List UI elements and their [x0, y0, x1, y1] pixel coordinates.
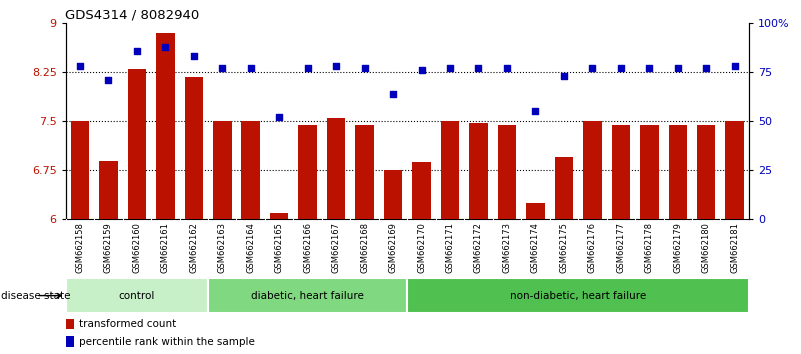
- Text: GSM662167: GSM662167: [332, 222, 340, 273]
- Text: GSM662177: GSM662177: [616, 222, 626, 273]
- Bar: [241, 121, 260, 219]
- Point: [387, 91, 400, 97]
- Bar: [66, 319, 74, 329]
- Point: [529, 109, 541, 114]
- Text: GSM662170: GSM662170: [417, 222, 426, 273]
- Text: non-diabetic, heart failure: non-diabetic, heart failure: [510, 291, 646, 301]
- Text: GSM662172: GSM662172: [474, 222, 483, 273]
- Point: [614, 65, 627, 71]
- Text: GSM662158: GSM662158: [75, 222, 84, 273]
- Point: [301, 65, 314, 71]
- Text: GSM662159: GSM662159: [104, 222, 113, 273]
- Point: [74, 63, 87, 69]
- Text: GSM662164: GSM662164: [246, 222, 256, 273]
- Text: control: control: [119, 291, 155, 301]
- Bar: [407, 278, 749, 313]
- Point: [187, 53, 200, 59]
- Bar: [583, 121, 602, 219]
- Text: GSM662163: GSM662163: [218, 222, 227, 273]
- Point: [586, 65, 599, 71]
- Bar: [726, 121, 744, 219]
- Text: GSM662176: GSM662176: [588, 222, 597, 273]
- Bar: [99, 161, 118, 219]
- Text: GSM662162: GSM662162: [189, 222, 199, 273]
- Point: [131, 48, 143, 53]
- Bar: [270, 213, 288, 219]
- Bar: [184, 77, 203, 219]
- Text: GSM662174: GSM662174: [531, 222, 540, 273]
- Point: [273, 114, 286, 120]
- Point: [700, 65, 713, 71]
- Bar: [554, 157, 574, 219]
- Bar: [208, 278, 407, 313]
- Point: [244, 65, 257, 71]
- Point: [215, 65, 228, 71]
- Bar: [213, 121, 231, 219]
- Text: transformed count: transformed count: [79, 319, 176, 329]
- Point: [415, 67, 428, 73]
- Point: [671, 65, 684, 71]
- Text: GSM662169: GSM662169: [388, 222, 397, 273]
- Bar: [697, 125, 715, 219]
- Text: GSM662165: GSM662165: [275, 222, 284, 273]
- Point: [472, 65, 485, 71]
- Point: [159, 44, 171, 50]
- Bar: [327, 118, 345, 219]
- Point: [358, 65, 371, 71]
- Text: GSM662171: GSM662171: [445, 222, 454, 273]
- Text: percentile rank within the sample: percentile rank within the sample: [79, 337, 256, 347]
- Bar: [66, 336, 74, 347]
- Point: [501, 65, 513, 71]
- Point: [557, 73, 570, 79]
- Text: GSM662166: GSM662166: [303, 222, 312, 273]
- Bar: [156, 33, 175, 219]
- Bar: [127, 69, 146, 219]
- Text: GSM662178: GSM662178: [645, 222, 654, 273]
- Text: GSM662180: GSM662180: [702, 222, 710, 273]
- Point: [330, 63, 343, 69]
- Text: GDS4314 / 8082940: GDS4314 / 8082940: [65, 9, 199, 22]
- Bar: [441, 121, 459, 219]
- Text: disease state: disease state: [2, 291, 70, 301]
- Text: GSM662173: GSM662173: [502, 222, 512, 273]
- Text: GSM662168: GSM662168: [360, 222, 369, 273]
- Bar: [356, 125, 374, 219]
- Text: GSM662161: GSM662161: [161, 222, 170, 273]
- Bar: [669, 125, 687, 219]
- Bar: [70, 121, 89, 219]
- Point: [728, 63, 741, 69]
- Point: [444, 65, 457, 71]
- Text: GSM662160: GSM662160: [132, 222, 141, 273]
- Bar: [299, 125, 317, 219]
- Bar: [640, 125, 658, 219]
- Bar: [413, 162, 431, 219]
- Bar: [469, 122, 488, 219]
- Bar: [66, 278, 208, 313]
- Bar: [497, 125, 516, 219]
- Text: GSM662175: GSM662175: [559, 222, 569, 273]
- Bar: [384, 170, 402, 219]
- Text: diabetic, heart failure: diabetic, heart failure: [252, 291, 364, 301]
- Text: GSM662179: GSM662179: [674, 222, 682, 273]
- Point: [102, 77, 115, 83]
- Point: [643, 65, 656, 71]
- Text: GSM662181: GSM662181: [731, 222, 739, 273]
- Bar: [526, 203, 545, 219]
- Bar: [612, 125, 630, 219]
